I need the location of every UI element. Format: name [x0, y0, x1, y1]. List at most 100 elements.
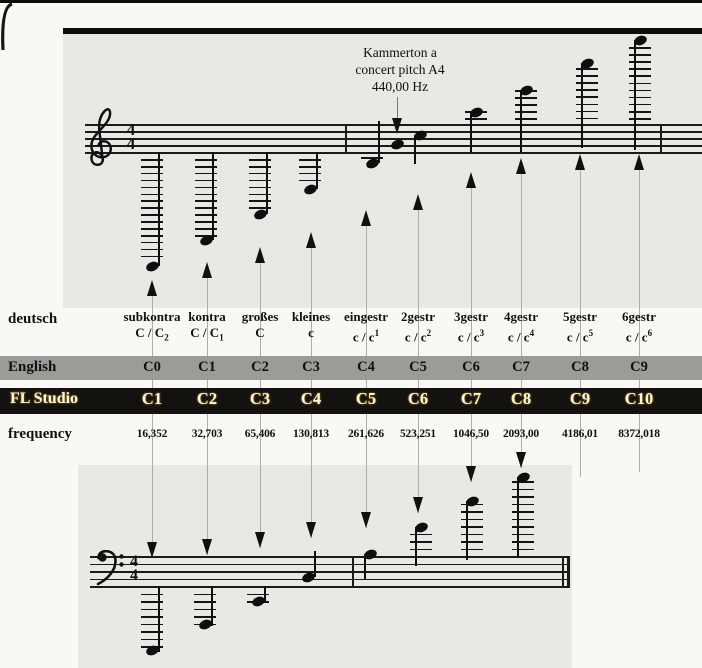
bass-ledger-line [512, 533, 534, 536]
german-octave-mark: 1 [219, 332, 224, 343]
treble-ledger-line [576, 82, 598, 84]
treble-ledger-line [195, 179, 217, 182]
pitch-connector-line [470, 188, 472, 482]
pitch-arrow-down-icon [305, 522, 316, 538]
treble-ledger-line [141, 186, 163, 189]
bass-ledger-line [410, 533, 432, 536]
pitch-arrow-down-icon [412, 497, 423, 513]
treble-time-signature: 4 4 [121, 121, 141, 152]
german-octave-mark: 2 [426, 328, 432, 338]
bass-ledger-line [461, 511, 483, 513]
treble-ledger-line [576, 110, 598, 113]
fl-studio-name-cell: C3 [249, 389, 271, 408]
german-name-line1: eingestr [343, 309, 389, 324]
bass-final-barline-thick [566, 556, 570, 588]
german-octave-mark: 6 [647, 328, 653, 338]
treble-ledger-line [195, 207, 217, 209]
german-name-line2: c / c6 [609, 325, 669, 345]
german-octave-mark: 1 [374, 328, 380, 338]
german-name-cell: 6gestr c / c6 [609, 309, 669, 345]
treble-ledger-line [515, 111, 537, 113]
bass-ledger-line [512, 541, 534, 543]
german-name-cell: 5gestr c / c5 [550, 309, 610, 345]
german-name-line1: 4gestr [504, 309, 538, 324]
treble-ledger-line [515, 97, 537, 99]
pitch-arrow-down-icon [201, 539, 212, 555]
english-name-cell: C0 [143, 359, 161, 375]
fl-studio-name-cell: C1 [141, 389, 163, 408]
treble-ledger-line [141, 193, 163, 196]
german-name-cell: kleines c [281, 309, 341, 341]
german-name-cell: 4gestr c / c4 [491, 309, 551, 345]
treble-staff-region [63, 34, 702, 308]
fl-studio-name-cell: C7 [460, 389, 482, 408]
english-name-cell: C6 [462, 359, 480, 375]
english-name-cell: C7 [512, 359, 530, 375]
pitch-arrow-down-icon [360, 512, 371, 528]
treble-ledger-line [515, 104, 537, 106]
german-octave-mark: 2 [164, 332, 169, 343]
german-name-line1: 3gestr [454, 309, 488, 324]
treble-ledger-line [249, 200, 271, 203]
german-name-cell: subkontra C / C2 [122, 309, 182, 346]
german-note-letters: c / c [404, 329, 427, 345]
bass-staff-line [90, 563, 570, 566]
bass-ledger-line [461, 533, 483, 536]
treble-note-stem [414, 135, 416, 164]
german-note-letters: c / c [352, 329, 375, 345]
pitch-arrow-down-icon [254, 532, 265, 548]
german-name-cell: 3gestr c / c3 [441, 309, 501, 345]
treble-note-stem [158, 152, 160, 266]
bass-staff-line [90, 571, 570, 573]
bass-ledger-line [194, 616, 216, 618]
pitch-arrow-up-icon [515, 158, 526, 174]
pitch-arrow-up-icon [574, 154, 585, 170]
bass-ledger-line [194, 601, 216, 603]
treble-note-stem [634, 40, 636, 150]
bass-ledger-line [461, 526, 483, 528]
annotation-arrow-tail [396, 97, 398, 118]
treble-ledger-line [576, 103, 598, 106]
treble-barline [660, 124, 662, 154]
treble-note-stem [520, 90, 522, 152]
treble-note-stem [266, 152, 268, 214]
bass-ledger-line [512, 511, 534, 513]
pitch-connector-line [151, 296, 153, 558]
concert-pitch-annotation: Kammerton a concert pitch A4 440,00 Hz [327, 44, 473, 95]
bass-ledger-line [141, 608, 163, 611]
bass-ledger-line [512, 526, 534, 528]
pitch-connector-line [206, 278, 208, 555]
treble-ledger-line [629, 54, 651, 56]
fl-studio-name-cell: C5 [355, 389, 377, 408]
treble-ledger-line [299, 179, 321, 182]
treble-ledger-line [576, 96, 598, 99]
german-name-line1: 2gestr [401, 309, 435, 324]
annotation-arrow-down-icon [391, 118, 402, 134]
treble-ledger-line [141, 228, 163, 230]
bass-note-stem [211, 586, 213, 626]
treble-note-stem [212, 152, 214, 240]
frequency-value-cell: 8372,018 [618, 428, 660, 440]
pitch-arrow-down-icon [146, 542, 157, 558]
bass-final-barline-thin [562, 556, 564, 588]
treble-ledger-line [629, 75, 651, 78]
german-note-letters: C / C [190, 325, 220, 340]
treble-note-stem [378, 121, 380, 163]
pitch-arrow-up-icon [412, 194, 423, 210]
german-octave-mark: 4 [529, 328, 535, 338]
treble-staff-line [85, 138, 702, 140]
top-border-line [0, 0, 702, 3]
pitch-arrow-up-icon [305, 232, 316, 248]
frequency-value-cell: 130,813 [293, 428, 329, 440]
german-note-letters: c / c [566, 329, 589, 345]
bass-ledger-line [410, 541, 432, 543]
german-name-line1: 5gestr [563, 309, 597, 324]
bass-staff-line [90, 586, 570, 588]
pitch-connector-line [579, 170, 581, 477]
annotation-line-1: Kammerton a [363, 45, 437, 60]
treble-ledger-line [195, 193, 217, 196]
treble-ledger-line [141, 159, 163, 161]
treble-ledger-line [141, 255, 163, 258]
treble-ledger-line [249, 186, 271, 189]
